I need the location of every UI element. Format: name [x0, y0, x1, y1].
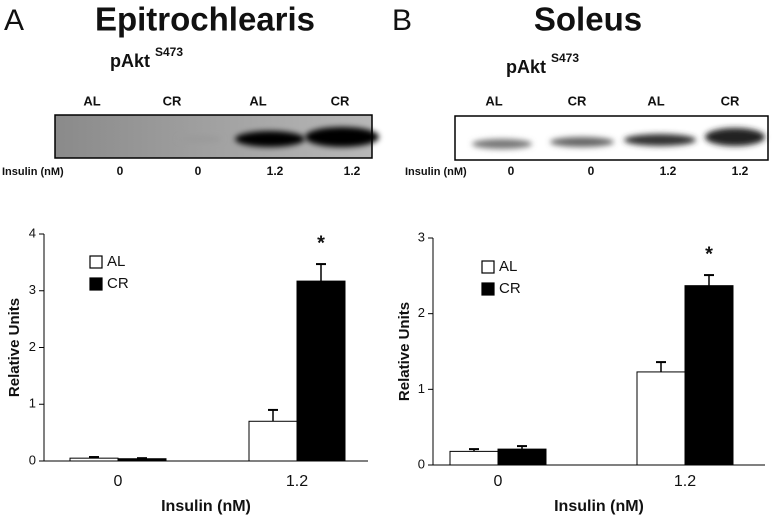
y-axis-label: Relative Units	[396, 302, 413, 401]
bar	[248, 420, 298, 462]
y-tick-label: 1	[29, 396, 36, 411]
insulin-dose: 0	[195, 164, 202, 178]
bar	[296, 280, 346, 462]
insulin-dose: 0	[508, 164, 515, 178]
insulin-dose: 0	[588, 164, 595, 178]
lane-label: CR	[331, 93, 350, 108]
insulin-dose: 1.2	[267, 164, 284, 178]
y-tick-label: 3	[418, 229, 425, 244]
y-tick-label: 3	[29, 282, 36, 297]
insulin-dose: 1.2	[660, 164, 677, 178]
insulin-label: Insulin (nM)	[2, 166, 64, 178]
y-tick-label: 2	[29, 339, 36, 354]
chart-title: Soleus	[534, 1, 642, 38]
lane-label: AL	[647, 93, 664, 108]
blot-site: S473	[551, 51, 579, 65]
legend-swatch	[89, 255, 103, 269]
y-tick-label: 0	[29, 452, 36, 467]
bar	[497, 448, 547, 466]
insulin-label: Insulin (nM)	[405, 166, 467, 178]
blot-protein: pAkt S473	[110, 45, 183, 71]
lane-label: AL	[83, 93, 100, 108]
x-tick-label: 0	[494, 473, 503, 490]
insulin-dose: 0	[117, 164, 124, 178]
lane-label: CR	[721, 93, 740, 108]
y-tick-label: 0	[418, 456, 425, 471]
legend-swatch	[481, 260, 495, 274]
x-tick-label: 1.2	[286, 473, 308, 490]
blot-protein-name: pAkt	[506, 57, 546, 77]
x-tick-label: 0	[114, 473, 123, 490]
x-axis-label: Insulin (nM)	[554, 498, 644, 515]
panel-label: A	[4, 4, 24, 37]
x-tick-label: 1.2	[674, 473, 696, 490]
significance-marker: *	[705, 243, 713, 265]
legend-swatch	[89, 277, 103, 291]
legend-label: AL	[499, 258, 517, 275]
chart-title: Epitrochlearis	[95, 1, 315, 38]
blot-b	[454, 115, 769, 161]
significance-marker: *	[317, 232, 325, 254]
legend-label: CR	[107, 275, 129, 292]
panel-label: B	[392, 4, 412, 37]
x-axis-label: Insulin (nM)	[161, 498, 251, 515]
y-tick-label: 4	[29, 225, 36, 240]
legend-label: CR	[499, 280, 521, 297]
bar	[684, 285, 734, 466]
bar	[117, 458, 167, 462]
y-tick-label: 1	[418, 381, 425, 396]
legend-swatch	[481, 282, 495, 296]
lane-label: CR	[163, 93, 182, 108]
bar	[69, 457, 119, 462]
blot-a	[54, 114, 379, 159]
bar	[449, 450, 499, 466]
lane-label: AL	[485, 93, 502, 108]
lane-label: AL	[249, 93, 266, 108]
blot-protein: pAkt S473	[506, 51, 579, 77]
blot-site: S473	[155, 45, 183, 59]
blot-protein-name: pAkt	[110, 51, 150, 71]
insulin-dose: 1.2	[732, 164, 749, 178]
bar	[636, 371, 686, 466]
y-axis-label: Relative Units	[6, 298, 23, 397]
y-tick-label: 2	[418, 305, 425, 320]
lane-label: CR	[568, 93, 587, 108]
insulin-dose: 1.2	[344, 164, 361, 178]
legend-label: AL	[107, 253, 125, 270]
